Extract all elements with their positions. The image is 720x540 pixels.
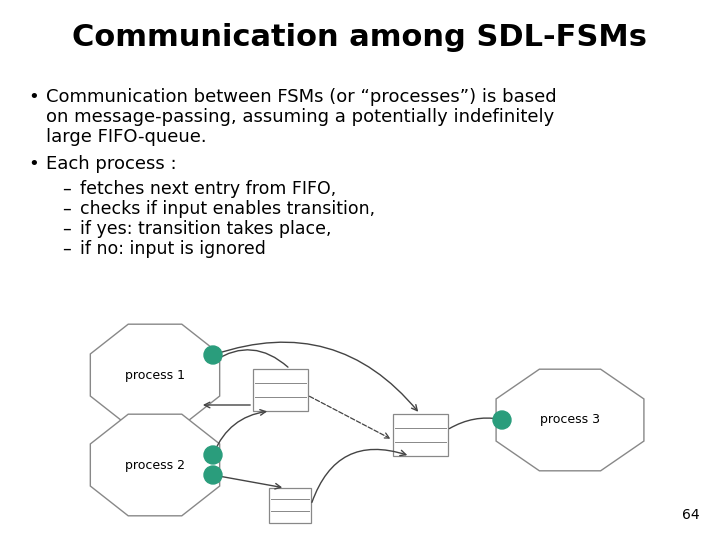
Text: on message-passing, assuming a potentially indefinitely: on message-passing, assuming a potential… — [46, 108, 554, 126]
Text: process 2: process 2 — [125, 458, 185, 471]
Circle shape — [204, 446, 222, 464]
Text: –: – — [62, 220, 71, 238]
Circle shape — [493, 411, 511, 429]
Text: 64: 64 — [683, 508, 700, 522]
Text: –: – — [62, 240, 71, 258]
Text: process 1: process 1 — [125, 368, 185, 381]
Text: –: – — [62, 180, 71, 198]
Polygon shape — [496, 369, 644, 471]
Bar — [392, 414, 448, 456]
Bar — [253, 369, 307, 411]
Polygon shape — [90, 414, 220, 516]
Text: large FIFO-queue.: large FIFO-queue. — [46, 128, 207, 146]
Text: process 3: process 3 — [540, 414, 600, 427]
Text: fetches next entry from FIFO,: fetches next entry from FIFO, — [80, 180, 336, 198]
Bar — [269, 488, 311, 523]
Text: Each process :: Each process : — [46, 155, 176, 173]
Text: •: • — [28, 88, 39, 106]
Text: checks if input enables transition,: checks if input enables transition, — [80, 200, 375, 218]
Text: Communication between FSMs (or “processes”) is based: Communication between FSMs (or “processe… — [46, 88, 557, 106]
Text: –: – — [62, 200, 71, 218]
Circle shape — [204, 346, 222, 364]
Polygon shape — [90, 324, 220, 426]
Text: •: • — [28, 155, 39, 173]
Circle shape — [204, 466, 222, 484]
Text: Communication among SDL-FSMs: Communication among SDL-FSMs — [73, 24, 647, 52]
Text: if no: input is ignored: if no: input is ignored — [80, 240, 266, 258]
Text: if yes: transition takes place,: if yes: transition takes place, — [80, 220, 331, 238]
